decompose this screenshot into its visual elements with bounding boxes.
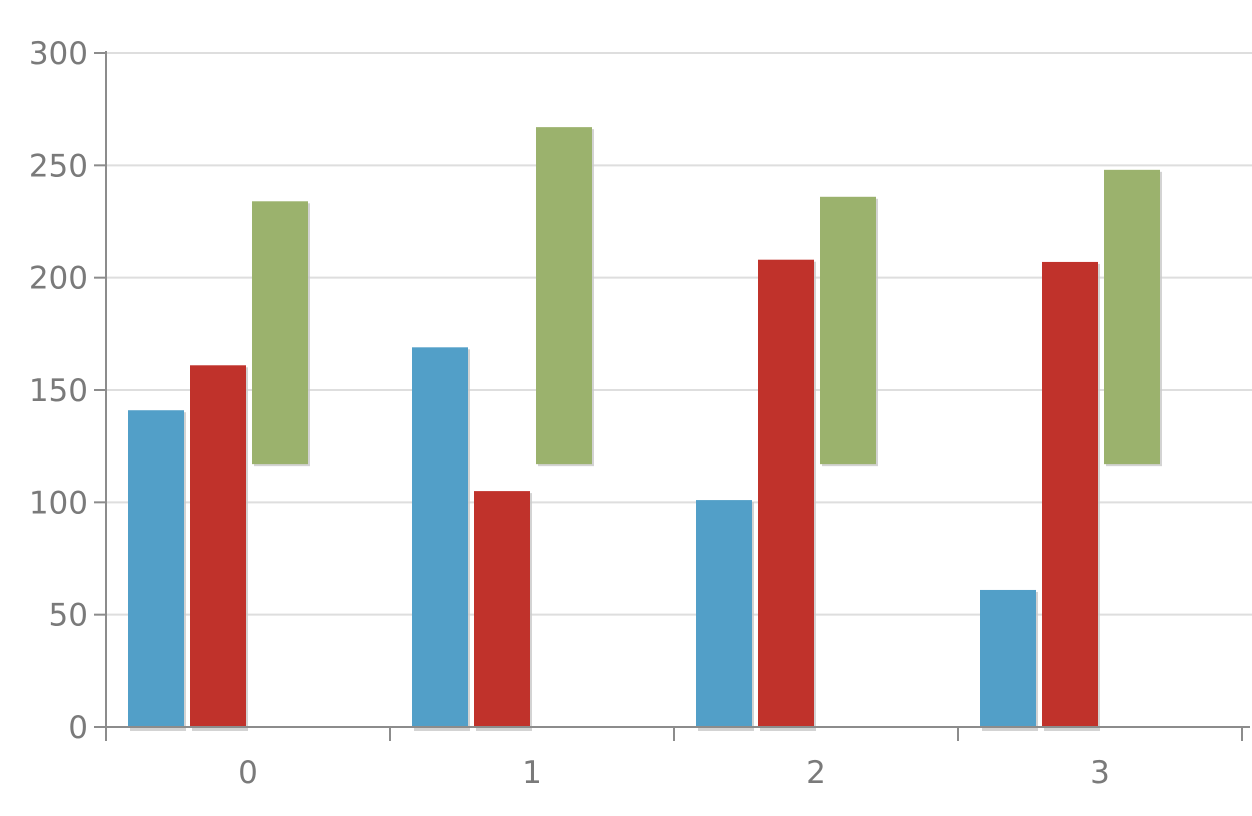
bar-series-1-cat-2 [696,500,752,727]
x-tick-label: 1 [522,755,542,791]
bar-series-3-cat-3 [1104,169,1160,465]
bar-series-1-cat-0 [128,410,184,727]
bar-series-2-cat-1 [474,491,530,727]
bar-series-3-cat-1 [536,127,592,465]
bars [128,127,1160,727]
bar-series-2-cat-2 [758,259,814,727]
y-tick-label: 150 [29,373,88,409]
x-tick-label: 3 [1090,755,1110,791]
y-tick-label: 250 [29,148,88,184]
x-tick-label: 0 [238,755,258,791]
bar-series-3-cat-2 [820,196,876,465]
x-tick-label: 2 [806,755,826,791]
bar-series-1-cat-1 [412,347,468,727]
y-tick-label: 50 [49,598,88,634]
tick-labels: 0 50 100 150 200 250 300 0 1 2 3 [29,36,1110,791]
bar-series-1-cat-3 [980,589,1036,727]
y-tick-label: 300 [29,36,88,72]
bar-series-2-cat-3 [1042,261,1098,727]
y-tick-label: 0 [68,710,88,746]
y-tick-label: 200 [29,261,88,297]
axes [94,51,1250,741]
y-tick-label: 100 [29,485,88,521]
bar-series-2-cat-0 [190,365,246,727]
bar-series-3-cat-0 [252,201,308,465]
